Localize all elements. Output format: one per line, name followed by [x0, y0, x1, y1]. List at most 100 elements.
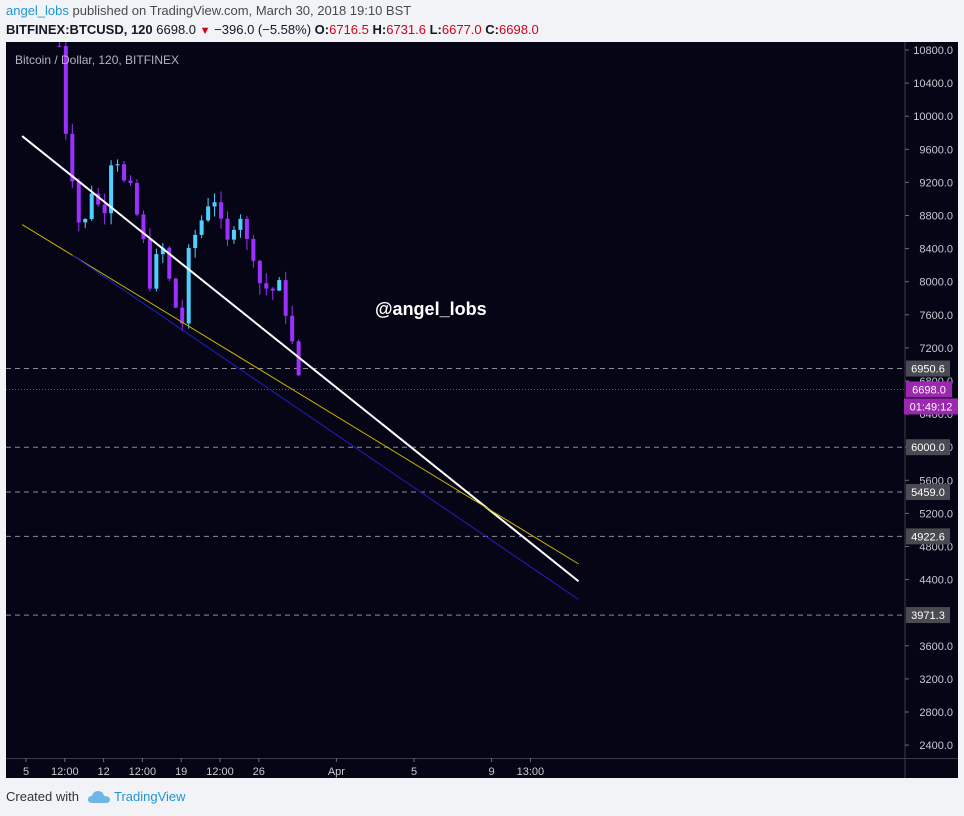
symbol-info: BITFINEX:BTCUSD, 120 — [6, 22, 153, 37]
candle-body — [290, 315, 295, 342]
candle-body — [180, 307, 185, 324]
candles — [57, 42, 301, 376]
y-tick-label: 5200.0 — [919, 508, 953, 520]
publish-line: angel_lobs published on TradingView.com,… — [6, 3, 411, 18]
y-tick-label: 8800.0 — [919, 211, 953, 223]
candle-body — [134, 182, 139, 215]
candle-body — [219, 202, 224, 219]
candle-body — [154, 254, 159, 289]
candle-body — [244, 218, 249, 239]
trendlines — [21, 135, 580, 600]
candle-body — [63, 46, 68, 134]
price-level-tag — [906, 360, 950, 377]
x-tick-label: 19 — [175, 766, 187, 778]
x-tick-label: 12 — [97, 766, 109, 778]
candle-body — [199, 220, 204, 235]
high-value: 6731.6 — [386, 22, 426, 37]
high-label: H: — [372, 22, 387, 37]
x-tick-label: 5 — [411, 766, 417, 778]
candle-body — [160, 247, 165, 255]
symbol-line: BITFINEX:BTCUSD, 120 6698.0 ▼ −396.0 (−5… — [6, 22, 539, 37]
y-tick-label: 3600.0 — [919, 641, 953, 653]
price-level-tag — [906, 528, 950, 545]
price-level-labels: 6950.6 6000.0 5459.0 4922.6 3971.3 6698.0 01:4… — [904, 360, 958, 624]
last-price-label: 6698.0 — [912, 384, 946, 396]
price-levels — [6, 368, 905, 616]
candle-body — [122, 164, 127, 181]
price-level-tag — [906, 483, 950, 500]
low-value: 6677.0 — [441, 22, 482, 37]
created-with-text: Created with — [6, 789, 79, 804]
candle-body — [212, 202, 217, 207]
countdown-label: 01:49:12 — [910, 401, 953, 413]
y-tick-label: 4400.0 — [919, 575, 953, 587]
candle-body — [128, 180, 133, 183]
y-tick-label: 8000.0 — [919, 277, 953, 289]
plot-background — [6, 42, 905, 758]
x-tick-label: 13:00 — [517, 766, 545, 778]
open-value: 6716.5 — [329, 22, 369, 37]
x-tick-label: 12:00 — [51, 766, 79, 778]
candle-body — [141, 214, 146, 240]
open-label: O: — [314, 22, 330, 37]
candle-body — [57, 45, 62, 47]
candle-body — [283, 280, 288, 316]
candle-body — [109, 165, 114, 214]
close-value: 6698.0 — [499, 22, 539, 37]
tradingview-cloud-icon — [87, 790, 110, 803]
price-chart[interactable]: 10800.0 10400.0 10000.0 9600.0 9200.0 8800.0 8… — [6, 42, 958, 778]
candle-body — [225, 218, 230, 240]
close-label: C: — [485, 22, 499, 37]
candle-body — [115, 164, 120, 166]
y-tick-label: 8400.0 — [919, 244, 953, 256]
x-tick-label: 26 — [253, 766, 265, 778]
price-level-label: 6000.0 — [911, 442, 945, 454]
time-axis-background — [6, 758, 958, 778]
published-text: published on TradingView.com, March 30, … — [72, 3, 412, 18]
chart-title: Bitcoin / Dollar, 120, BITFINEX — [15, 53, 179, 67]
candle-body — [83, 219, 88, 223]
low-label: L: — [429, 22, 442, 37]
time-axis: 5 12:00 12 12:00 19 12:00 26 Apr 5 9 13:00 — [23, 758, 544, 778]
down-triangle-icon: ▼ — [199, 25, 211, 37]
price-level-label: 5459.0 — [911, 487, 945, 499]
price-level-label: 6950.6 — [911, 364, 945, 376]
candle-body — [238, 218, 243, 230]
price-level-label: 4922.6 — [911, 531, 945, 543]
y-tick-label: 10400.0 — [913, 78, 953, 90]
x-tick-label: 12:00 — [129, 766, 157, 778]
candle-body — [264, 283, 269, 289]
candle-body — [186, 248, 191, 324]
footer: Created with TradingView — [6, 789, 186, 804]
y-tick-label: 10000.0 — [913, 111, 953, 123]
last-price-text: 6698.0 — [156, 22, 197, 37]
candle-body — [70, 133, 75, 182]
trendline-blue — [72, 254, 579, 600]
price-level-label: 3971.3 — [911, 610, 945, 622]
candle-body — [167, 247, 172, 279]
candle-body — [206, 206, 211, 221]
candle-body — [251, 238, 256, 261]
y-tick-label: 3200.0 — [919, 674, 953, 686]
x-tick-label: Apr — [328, 766, 345, 778]
x-tick-label: 9 — [489, 766, 495, 778]
candle-body — [277, 280, 282, 291]
x-tick-label: 12:00 — [206, 766, 234, 778]
tradingview-link[interactable]: TradingView — [113, 789, 186, 804]
y-tick-label: 4800.0 — [919, 542, 953, 554]
y-tick-label: 7200.0 — [919, 343, 953, 355]
candle-body — [96, 193, 101, 205]
author-link[interactable]: angel_lobs — [6, 3, 69, 18]
trendline-yellow — [21, 224, 579, 565]
candle-body — [76, 181, 81, 223]
candle-body — [193, 234, 198, 249]
candle-body — [173, 278, 178, 308]
price-level-tag — [906, 439, 950, 456]
candle-body — [102, 204, 107, 214]
last-price-tag — [906, 381, 952, 398]
y-tick-label: 9600.0 — [919, 144, 953, 156]
y-tick-label: 7600.0 — [919, 310, 953, 322]
countdown-tag — [904, 398, 958, 415]
y-tick-label: 9200.0 — [919, 177, 953, 189]
candle-body — [257, 260, 262, 284]
